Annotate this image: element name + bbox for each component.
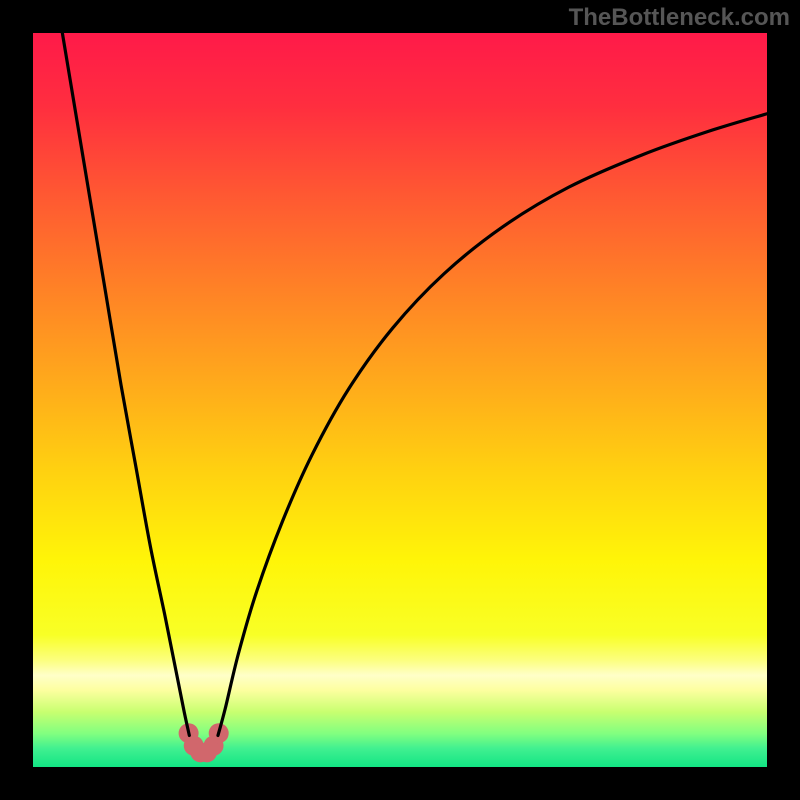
watermark-text: TheBottleneck.com	[569, 4, 790, 32]
plot-frame	[33, 33, 767, 767]
